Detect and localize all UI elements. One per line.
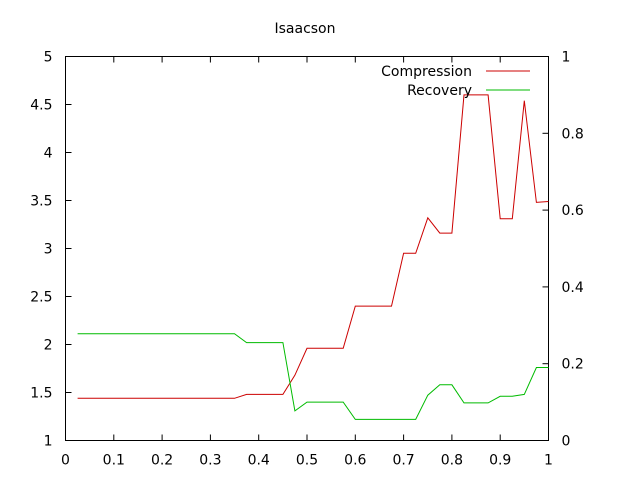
y2-tick-label: 1 [562,50,571,66]
chart-title: Isaacson [274,21,335,37]
series-lines [77,94,549,420]
y-tick-label: 2.5 [30,290,52,306]
y-tick-label: 5 [44,50,53,66]
y-axis-right: 0 0.2 0.4 0.6 0.8 1 [542,50,584,450]
y2-tick-label: 0 [562,434,571,450]
x-axis: 0 0.1 0.2 0.3 0.4 0.5 0.6 0.7 0.8 0.9 1 [61,56,553,469]
y-tick-label: 1.5 [30,386,52,402]
x-tick-label: 0.5 [296,453,318,469]
y-tick-label: 4 [44,146,53,162]
x-tick-label: 0.4 [248,453,270,469]
x-tick-label: 0.7 [392,453,414,469]
x-tick-label: 0.1 [103,453,125,469]
y-tick-label: 3.5 [30,194,52,210]
series-line-compression [77,94,549,399]
y2-tick-label: 0.4 [562,280,584,296]
x-tick-label: 0.9 [489,453,511,469]
y-tick-label: 2 [44,338,53,354]
x-tick-label: 0.8 [441,453,463,469]
legend: Compression Recovery [381,64,530,99]
series-line-recovery [77,333,549,420]
legend-label-recovery: Recovery [407,83,472,99]
plot-frame [65,56,549,441]
y2-tick-label: 0.8 [562,126,584,142]
x-tick-label: 0.3 [199,453,221,469]
x-tick-label: 1 [544,453,553,469]
y-tick-label: 4.5 [30,98,52,114]
y-tick-label: 1 [44,434,53,450]
y-tick-label: 3 [44,242,53,258]
x-tick-label: 0.6 [344,453,366,469]
y2-tick-label: 0.6 [562,203,584,219]
x-tick-label: 0 [61,453,70,469]
y-axis-left: 1 1.5 2 2.5 3 3.5 4 4.5 5 [30,50,72,450]
legend-label-compression: Compression [381,64,472,80]
x-tick-label: 0.2 [151,453,173,469]
y2-tick-label: 0.2 [562,357,584,373]
